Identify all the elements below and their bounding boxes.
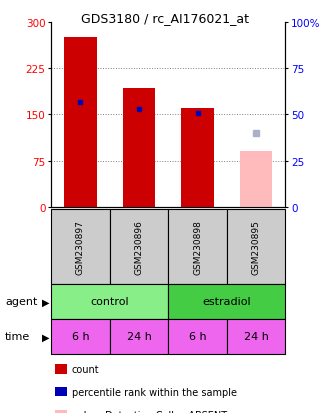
Bar: [123, 88, 155, 207]
Bar: [64, 38, 97, 207]
Text: percentile rank within the sample: percentile rank within the sample: [72, 387, 237, 397]
Text: GSM230898: GSM230898: [193, 220, 202, 274]
Text: GSM230897: GSM230897: [76, 220, 85, 274]
Text: time: time: [5, 332, 30, 342]
Text: 24 h: 24 h: [244, 332, 269, 342]
Text: 6 h: 6 h: [72, 332, 89, 342]
Text: ▶: ▶: [42, 297, 50, 307]
Text: GDS3180 / rc_AI176021_at: GDS3180 / rc_AI176021_at: [81, 12, 249, 24]
Text: GSM230895: GSM230895: [252, 220, 261, 274]
Text: 6 h: 6 h: [189, 332, 206, 342]
Text: count: count: [72, 364, 100, 374]
Text: 24 h: 24 h: [127, 332, 151, 342]
Text: value, Detection Call = ABSENT: value, Detection Call = ABSENT: [72, 410, 227, 413]
Bar: [240, 152, 272, 207]
Bar: [182, 109, 214, 207]
Text: GSM230896: GSM230896: [135, 220, 144, 274]
Text: agent: agent: [5, 297, 37, 307]
Text: ▶: ▶: [42, 332, 50, 342]
Text: estradiol: estradiol: [203, 297, 251, 307]
Text: control: control: [90, 297, 129, 307]
